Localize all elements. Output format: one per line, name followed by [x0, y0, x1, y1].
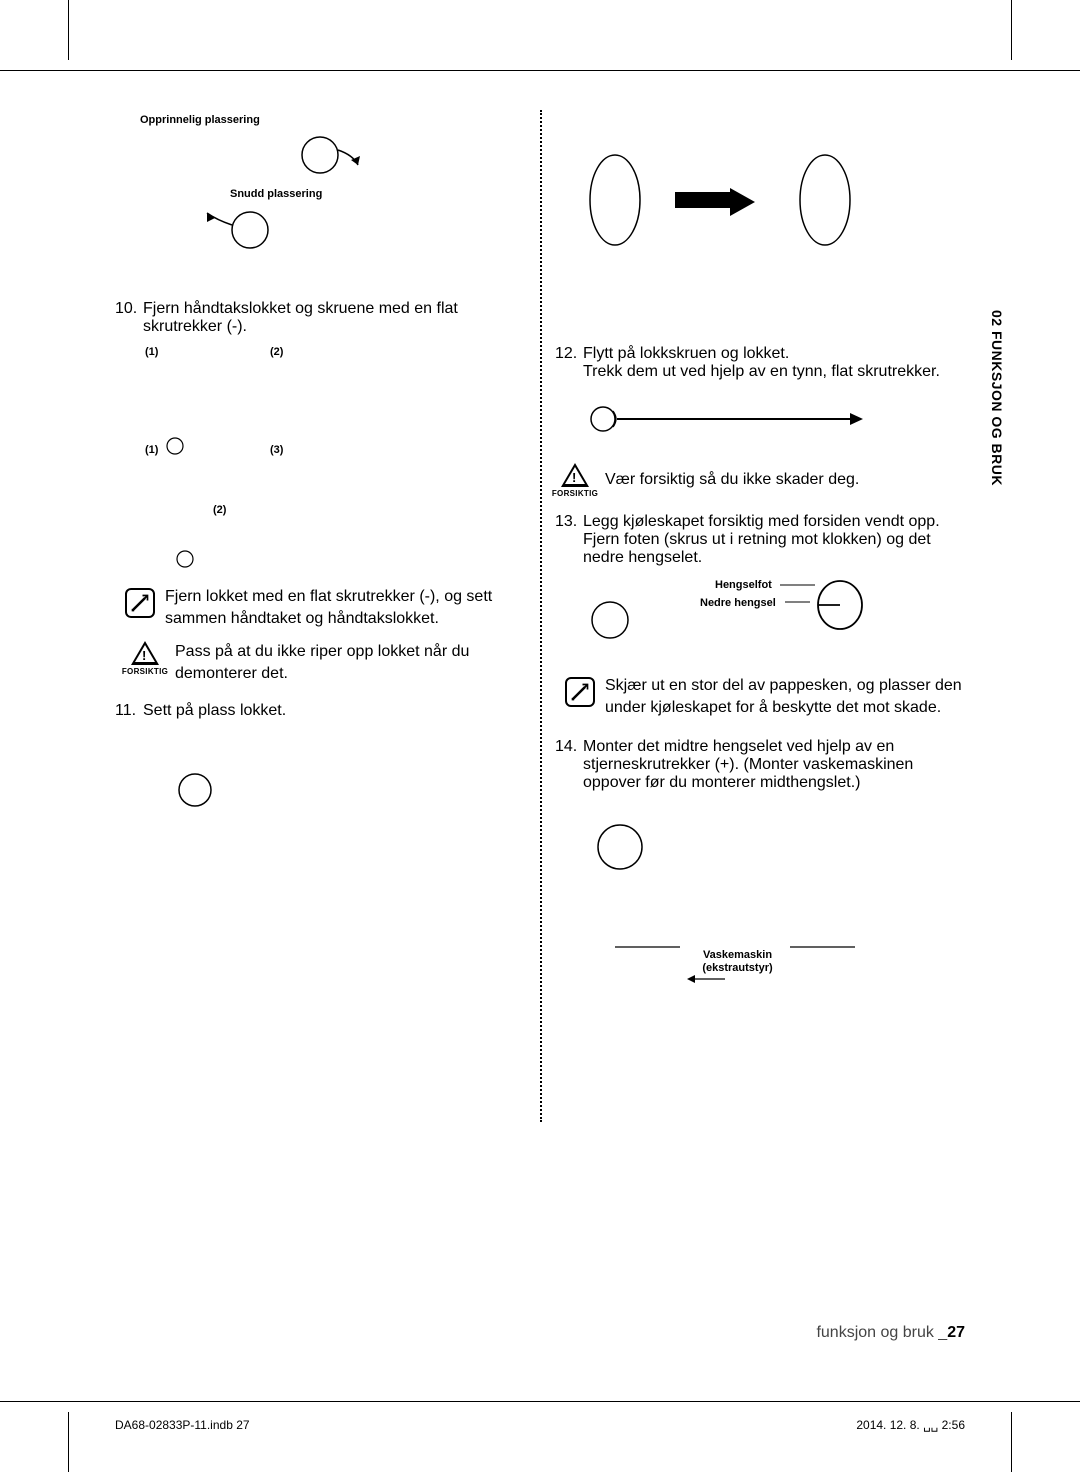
caution-a-label: FORSIKTIG	[122, 667, 168, 676]
label-2a: (2)	[270, 346, 283, 358]
step-14-text: Monter det midtre hengselet ved hjelp av…	[583, 738, 965, 792]
step-12-line1: Flytt på lokkskruen og lokket.	[583, 345, 789, 362]
step-12: 12. Flytt på lokkskruen og lokket. Trekk…	[555, 345, 965, 381]
note-cardboard: Skjær ut en stor del av pappesken, og pl…	[565, 675, 965, 718]
placement-diagram: Opprinnelig plassering Snudd plassering	[125, 110, 525, 270]
right-column: 12. Flytt på lokkskruen og lokket. Trekk…	[540, 110, 965, 1342]
note-remove-lid: Fjern lokket med en flat skrutrekker (-)…	[125, 586, 525, 629]
label-hingefoot: Hengselfot	[715, 579, 772, 591]
note-b-text: Skjær ut en stor del av pappesken, og pl…	[605, 675, 965, 718]
caution-b-text: Vær forsiktig så du ikke skader deg.	[605, 463, 965, 491]
step-14: 14. Monter det midtre hengselet ved hjel…	[555, 738, 965, 792]
left-column: Opprinnelig plassering Snudd plassering …	[115, 110, 540, 1342]
step-13-line2: Fjern foten (skrus ut i retning mot klok…	[583, 531, 931, 566]
step-11-num: 11.	[115, 702, 143, 720]
hinge-diagram: Hengselfot Nedre hengsel	[585, 575, 965, 655]
label-2b: (2)	[213, 504, 226, 516]
step-10-text: Fjern håndtakslokket og skruene med en f…	[143, 300, 525, 336]
footer-doc-id: DA68-02833P-11.indb 27	[115, 1418, 250, 1432]
step-11-diagram	[175, 770, 525, 870]
note-icon	[125, 588, 155, 618]
oval-arrow-diagram	[555, 140, 965, 290]
note-icon-b	[565, 677, 595, 707]
step-13-text: Legg kjøleskapet forsiktig med forsiden …	[583, 513, 965, 567]
label-lowerhinge: Nedre hengsel	[700, 597, 776, 609]
step-13: 13. Legg kjøleskapet forsiktig med forsi…	[555, 513, 965, 567]
footer-datetime: 2014. 12. 8. ␣␣ 2:56	[856, 1418, 965, 1432]
step-14-num: 14.	[555, 738, 583, 792]
footer-pagenum: 27	[947, 1324, 965, 1341]
step-12-num: 12.	[555, 345, 583, 381]
caution-injury: ! FORSIKTIG Vær forsiktig så du ikke ska…	[555, 463, 965, 498]
step-10-diagram: (1) (2) (1) (3) (2)	[135, 344, 525, 574]
footer-section: funksjon og bruk _	[816, 1324, 947, 1341]
label-1b: (1)	[145, 444, 158, 456]
column-divider	[540, 110, 542, 1122]
caution-a-text: Pass på at du ikke riper opp lokket når …	[175, 641, 525, 684]
caution-icon-b: ! FORSIKTIG	[555, 463, 595, 498]
crop-marks-bottom	[0, 1397, 1080, 1472]
crop-marks-top	[0, 0, 1080, 75]
pull-arrow-diagram	[585, 401, 965, 451]
step-12-line2: Trekk dem ut ved hjelp av en tynn, flat …	[583, 363, 940, 380]
step-13-num: 13.	[555, 513, 583, 567]
caution-scratch: ! FORSIKTIG Pass på at du ikke riper opp…	[125, 641, 525, 684]
side-tab: 02 FUNKSJON OG BRUK	[989, 310, 1005, 486]
label-3: (3)	[270, 444, 283, 456]
caution-icon: ! FORSIKTIG	[125, 641, 165, 676]
content-area: Opprinnelig plassering Snudd plassering …	[115, 110, 965, 1342]
page-frame: 02 FUNKSJON OG BRUK Opprinnelig plasseri…	[0, 0, 1080, 1472]
label-washer: Vaskemaskin (ekstrautstyr)	[695, 949, 780, 975]
step-13-line1: Legg kjøleskapet forsiktig med forsiden …	[583, 513, 940, 530]
step-10: 10. Fjern håndtakslokket og skruene med …	[115, 300, 525, 336]
footer-page-label: funksjon og bruk _27	[816, 1324, 965, 1342]
step-12-text: Flytt på lokkskruen og lokket. Trekk dem…	[583, 345, 965, 381]
step-14-diagram: Vaskemaskin (ekstrautstyr)	[585, 817, 965, 987]
label-1a: (1)	[145, 346, 158, 358]
step-11-text: Sett på plass lokket.	[143, 702, 525, 720]
step-11: 11. Sett på plass lokket.	[115, 702, 525, 720]
note-a-text: Fjern lokket med en flat skrutrekker (-)…	[165, 586, 525, 629]
caution-b-label: FORSIKTIG	[552, 489, 598, 498]
step-10-num: 10.	[115, 300, 143, 336]
